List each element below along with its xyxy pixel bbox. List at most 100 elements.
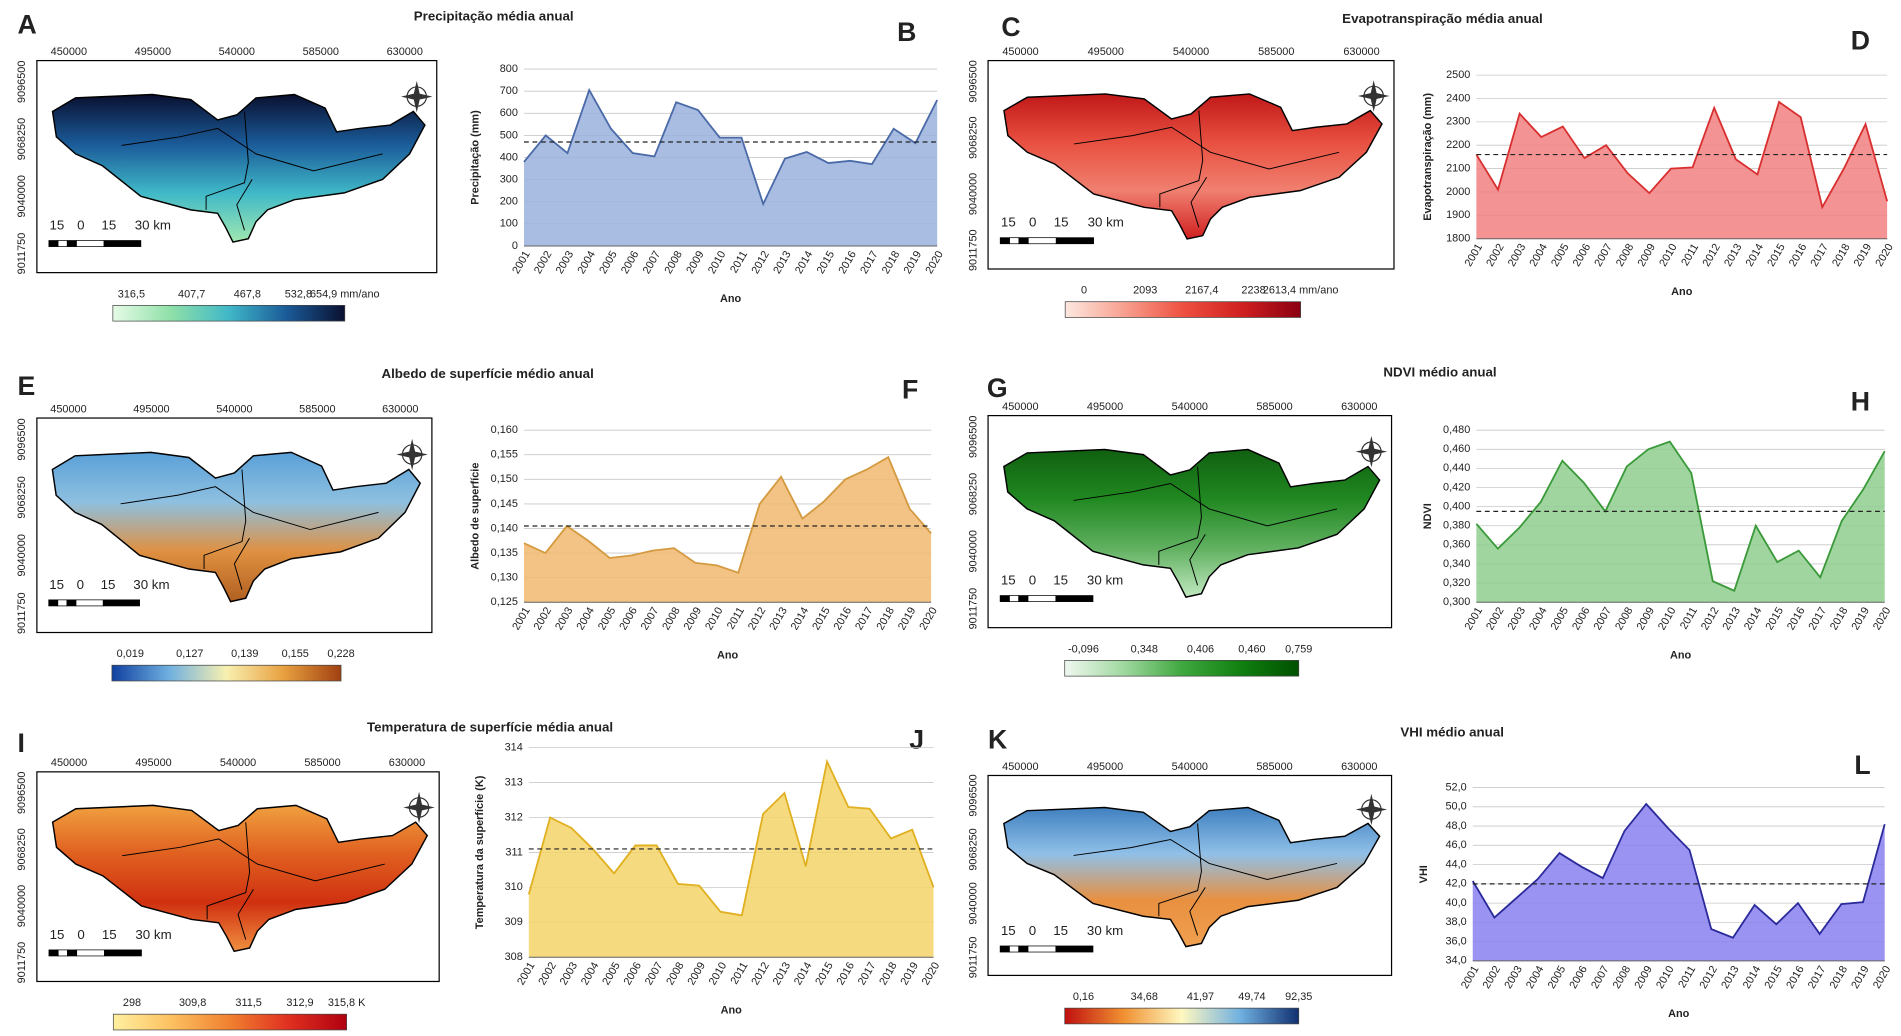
colorbar bbox=[1065, 1008, 1299, 1024]
map-x-tick-label: 540000 bbox=[219, 46, 255, 58]
x-tick-label: 2015 bbox=[1765, 242, 1788, 269]
scale-bar bbox=[1056, 946, 1093, 952]
y-tick-label: 0,360 bbox=[1443, 539, 1470, 551]
x-tick-label: 2009 bbox=[1635, 605, 1658, 632]
y-tick-label: 48,0 bbox=[1445, 820, 1466, 832]
colorbar-label: 2167,4 bbox=[1185, 285, 1218, 297]
map-x-tick-label: 495000 bbox=[135, 757, 171, 769]
map-title: Temperatura de superfície média anual bbox=[367, 720, 613, 735]
colorbar-label: 532,8 bbox=[285, 288, 312, 300]
colorbar-label: 2613,4 mm/ano bbox=[1263, 285, 1339, 297]
x-tick-label: 2014 bbox=[789, 605, 812, 632]
y-axis-label: NDVI bbox=[1422, 503, 1434, 529]
map-y-tick-label: 9096500 bbox=[16, 418, 28, 460]
scale-bar bbox=[104, 241, 141, 247]
x-tick-label: 2013 bbox=[1719, 964, 1742, 991]
map-y-tick-label: 9040000 bbox=[16, 175, 28, 217]
scale-bar bbox=[67, 950, 76, 956]
scale-bar bbox=[1056, 238, 1093, 244]
y-tick-label: 0,135 bbox=[491, 547, 518, 559]
x-tick-label: 2019 bbox=[902, 249, 925, 276]
colorbar-label: 0,228 bbox=[327, 648, 354, 660]
x-tick-label: 2020 bbox=[1873, 242, 1896, 269]
x-tick-label: 2005 bbox=[1549, 605, 1572, 632]
map-y-tick-label: 9068250 bbox=[967, 116, 979, 158]
x-tick-label: 2014 bbox=[793, 249, 816, 276]
scale-bar bbox=[1019, 946, 1028, 952]
colorbar-label: 41,97 bbox=[1187, 991, 1214, 1003]
x-tick-label: 2002 bbox=[536, 960, 559, 987]
x-tick-label: 2012 bbox=[1699, 605, 1722, 632]
y-tick-label: 400 bbox=[500, 151, 518, 163]
x-tick-label: 2018 bbox=[877, 960, 900, 987]
y-tick-label: 0,125 bbox=[491, 596, 518, 608]
x-tick-label: 2013 bbox=[767, 605, 790, 632]
x-tick-label: 2007 bbox=[1592, 605, 1615, 632]
scale-bar bbox=[58, 950, 67, 956]
y-tick-label: 2000 bbox=[1446, 186, 1470, 198]
scale-label: 15 bbox=[102, 927, 117, 942]
x-tick-label: 2017 bbox=[856, 960, 879, 987]
page: APrecipitação média anual450000495000540… bbox=[0, 0, 1901, 1036]
colorbar bbox=[1065, 302, 1300, 318]
y-tick-label: 46,0 bbox=[1445, 839, 1466, 851]
map-x-tick-label: 585000 bbox=[1258, 46, 1294, 58]
x-tick-label: 2018 bbox=[1830, 242, 1853, 269]
x-tick-label: 2010 bbox=[1657, 242, 1680, 269]
y-tick-label: 100 bbox=[500, 218, 518, 230]
x-tick-label: 2020 bbox=[1871, 605, 1894, 632]
y-tick-label: 0,130 bbox=[491, 572, 518, 584]
y-tick-label: 52,0 bbox=[1445, 781, 1466, 793]
scale-label: 0 bbox=[77, 577, 84, 592]
x-tick-label: 2010 bbox=[1656, 605, 1679, 632]
panel-letter: G bbox=[987, 373, 1008, 403]
scale-bar bbox=[49, 241, 58, 247]
scale-label: 0 bbox=[77, 217, 84, 232]
x-tick-label: 2005 bbox=[1546, 964, 1569, 991]
map-x-tick-label: 630000 bbox=[382, 403, 418, 415]
map-x-tick-label: 585000 bbox=[1256, 761, 1292, 773]
scale-label: 30 km bbox=[1088, 215, 1124, 230]
x-tick-label: 2013 bbox=[771, 249, 794, 276]
x-tick-label: 2004 bbox=[1527, 605, 1550, 632]
area bbox=[1476, 102, 1887, 239]
scale-bar bbox=[1010, 238, 1019, 244]
x-tick-label: 2015 bbox=[1763, 605, 1786, 632]
scale-bar bbox=[104, 950, 141, 956]
x-tick-label: 2009 bbox=[1636, 242, 1659, 269]
x-tick-label: 2003 bbox=[558, 960, 581, 987]
scale-label: 15 bbox=[49, 577, 64, 592]
scale-label: 30 km bbox=[1087, 923, 1123, 938]
scale-label: 15 bbox=[1001, 923, 1016, 938]
colorbar-label: 467,8 bbox=[234, 288, 261, 300]
scale-bar bbox=[1028, 946, 1056, 952]
area bbox=[529, 762, 934, 958]
scale-label: 15 bbox=[1053, 923, 1068, 938]
map-y-tick-label: 9040000 bbox=[967, 530, 979, 572]
scale-bar bbox=[1000, 238, 1009, 244]
x-tick-label: 2011 bbox=[1676, 964, 1698, 990]
y-axis-label: Precipitação (mm) bbox=[469, 110, 481, 205]
y-tick-label: 42,0 bbox=[1445, 878, 1466, 890]
x-tick-label: 2001 bbox=[1463, 242, 1486, 269]
y-tick-label: 0,460 bbox=[1443, 443, 1470, 455]
x-tick-label: 2008 bbox=[660, 605, 683, 632]
x-tick-label: 2002 bbox=[1484, 242, 1507, 269]
scale-label: 15 bbox=[1054, 215, 1069, 230]
map-y-tick-label: 9068250 bbox=[16, 828, 28, 870]
scale-bar bbox=[58, 600, 67, 606]
map-y-tick-label: 9040000 bbox=[16, 885, 28, 927]
colorbar-label: 0,348 bbox=[1131, 643, 1158, 655]
x-tick-label: 2015 bbox=[810, 605, 833, 632]
x-tick-label: 2006 bbox=[1567, 964, 1590, 991]
map-y-tick-label: 9068250 bbox=[16, 476, 28, 518]
panel-letter: L bbox=[1854, 750, 1870, 780]
scale-label: 30 km bbox=[1087, 573, 1123, 588]
colorbar-label: 34,68 bbox=[1131, 991, 1158, 1003]
x-tick-label: 2011 bbox=[1679, 242, 1701, 268]
colorbar-label: 312,9 bbox=[286, 997, 313, 1009]
map-title: Evapotranspiração média anual bbox=[1342, 11, 1543, 26]
x-tick-label: 2010 bbox=[706, 249, 729, 276]
y-tick-label: 50,0 bbox=[1445, 801, 1466, 813]
x-tick-label: 2005 bbox=[1549, 242, 1572, 269]
